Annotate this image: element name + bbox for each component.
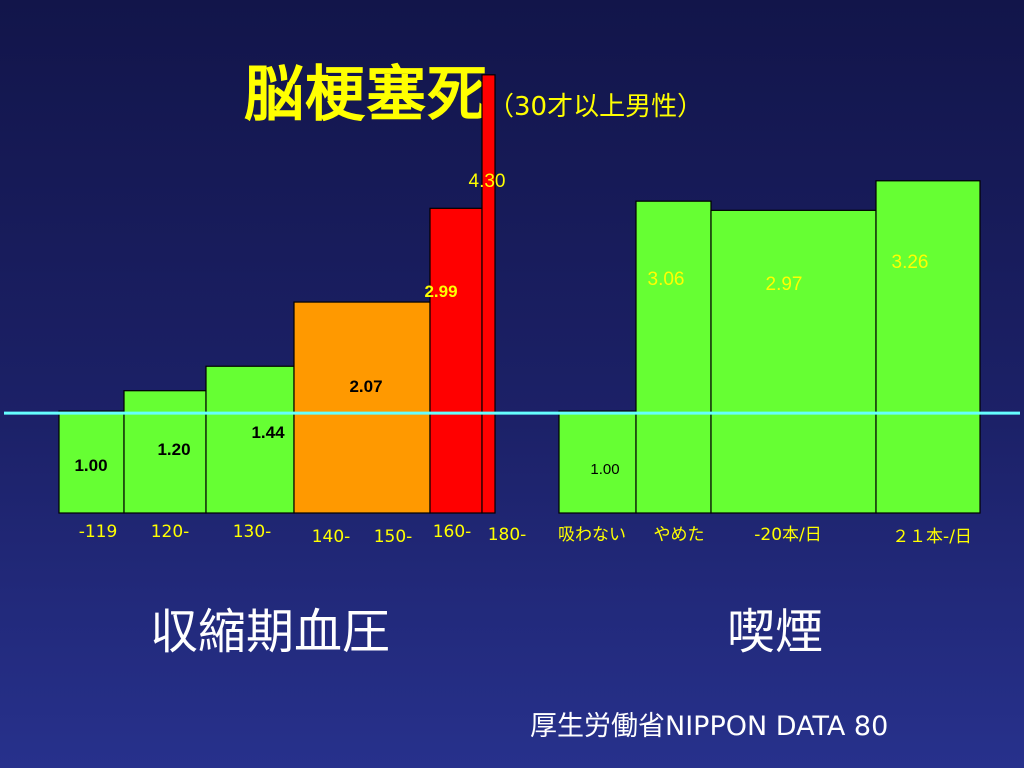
bar-0-5 — [481, 74, 496, 514]
bar-1-3 — [875, 180, 981, 514]
bar-1-2 — [710, 209, 877, 514]
data-label-1-1: 3.06 — [648, 269, 685, 290]
data-label-0-5: 4.30 — [469, 171, 506, 192]
tick-label-1-0: 吸わない — [558, 525, 626, 545]
tick-label-0-3: 140- — [312, 527, 351, 547]
data-label-0-1: 1.20 — [157, 440, 190, 459]
tick-label-1-3: ２１本-/日 — [892, 527, 972, 547]
tick-label-0-5: 160- — [433, 522, 472, 542]
group-label-blood-pressure: 収縮期血圧 — [150, 604, 391, 660]
title-sub: （30才以上男性） — [488, 92, 704, 122]
data-label-0-0: 1.00 — [74, 456, 107, 475]
bar-0-4 — [429, 207, 483, 514]
group-label-smoking: 喫煙 — [727, 604, 824, 660]
chart-title: 脳梗塞死（30才以上男性） — [244, 46, 703, 133]
data-label-0-4: 2.99 — [424, 282, 457, 301]
title-main: 脳梗塞死 — [244, 60, 488, 130]
tick-label-1-2: -20本/日 — [754, 525, 822, 545]
bar-1-1 — [635, 200, 712, 514]
tick-label-0-1: 120- — [151, 522, 190, 542]
tick-label-0-2: 130- — [233, 522, 272, 542]
tick-label-1-1: やめた — [654, 525, 705, 545]
data-label-1-2: 2.97 — [766, 274, 803, 295]
tick-label-0-6: 180- — [488, 525, 527, 545]
tick-label-0-4: 150- — [374, 527, 413, 547]
data-label-0-2: 1.44 — [251, 423, 285, 442]
data-label-0-3: 2.07 — [349, 377, 382, 396]
bar-0-3 — [293, 301, 431, 514]
tick-label-0-0: -119 — [79, 522, 118, 542]
data-label-1-0: 1.00 — [590, 461, 619, 478]
bar-0-0 — [58, 410, 125, 514]
bar-1-0 — [558, 410, 637, 514]
source-caption: 厚生労働省NIPPON DATA 80 — [530, 711, 889, 742]
data-label-1-3: 3.26 — [892, 252, 929, 273]
